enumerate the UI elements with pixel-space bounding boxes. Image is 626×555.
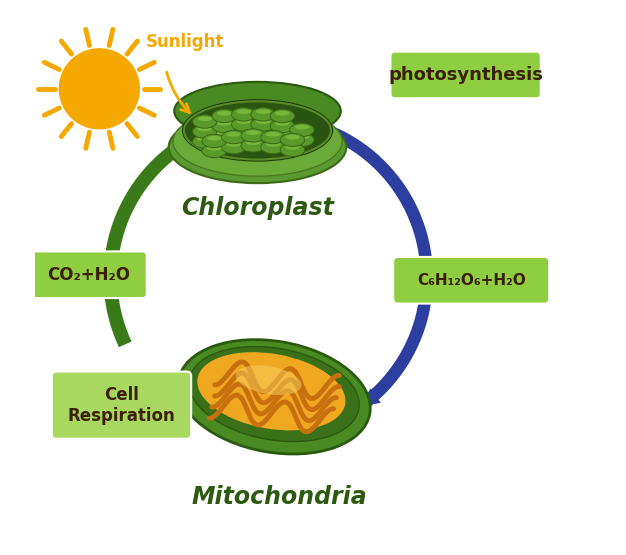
Ellipse shape	[290, 123, 314, 137]
Ellipse shape	[236, 119, 251, 124]
Ellipse shape	[270, 119, 295, 133]
Ellipse shape	[197, 127, 212, 131]
Ellipse shape	[193, 125, 217, 138]
Ellipse shape	[261, 140, 285, 154]
Ellipse shape	[270, 129, 295, 143]
Ellipse shape	[251, 108, 275, 121]
Ellipse shape	[256, 129, 270, 134]
Text: Cell
Respiration: Cell Respiration	[68, 386, 175, 425]
Ellipse shape	[285, 135, 300, 139]
Ellipse shape	[197, 352, 346, 430]
FancyBboxPatch shape	[393, 257, 549, 304]
Text: photosynthesis: photosynthesis	[388, 66, 543, 84]
Circle shape	[59, 49, 139, 129]
Ellipse shape	[217, 121, 232, 125]
Ellipse shape	[183, 100, 332, 161]
Ellipse shape	[280, 143, 305, 157]
Ellipse shape	[227, 142, 241, 147]
Ellipse shape	[251, 128, 275, 141]
Ellipse shape	[207, 136, 222, 140]
Ellipse shape	[256, 109, 270, 114]
Ellipse shape	[236, 365, 302, 395]
Ellipse shape	[202, 134, 227, 148]
Ellipse shape	[232, 108, 256, 121]
Text: Mitochondria: Mitochondria	[192, 485, 367, 509]
Ellipse shape	[173, 107, 342, 176]
Ellipse shape	[212, 119, 237, 133]
Ellipse shape	[222, 140, 246, 154]
FancyBboxPatch shape	[52, 372, 191, 438]
Ellipse shape	[275, 131, 290, 135]
Ellipse shape	[193, 115, 217, 128]
Ellipse shape	[285, 145, 300, 149]
Ellipse shape	[241, 139, 265, 152]
Ellipse shape	[174, 82, 341, 140]
FancyBboxPatch shape	[391, 52, 541, 98]
Ellipse shape	[212, 109, 237, 123]
Ellipse shape	[236, 109, 251, 114]
Ellipse shape	[232, 118, 256, 131]
Text: CO₂+H₂O: CO₂+H₂O	[47, 266, 130, 284]
Ellipse shape	[275, 121, 290, 125]
Ellipse shape	[246, 140, 260, 145]
Ellipse shape	[241, 129, 265, 142]
Ellipse shape	[222, 130, 246, 144]
Ellipse shape	[265, 132, 280, 137]
Ellipse shape	[265, 142, 280, 147]
Ellipse shape	[202, 144, 227, 158]
Ellipse shape	[275, 111, 290, 115]
FancyBboxPatch shape	[29, 251, 146, 298]
Ellipse shape	[227, 132, 241, 137]
Ellipse shape	[232, 128, 256, 141]
Ellipse shape	[280, 133, 305, 147]
Ellipse shape	[261, 130, 285, 144]
Ellipse shape	[207, 146, 222, 150]
Ellipse shape	[295, 135, 309, 139]
Ellipse shape	[178, 340, 371, 454]
Ellipse shape	[193, 135, 217, 148]
Ellipse shape	[189, 346, 359, 442]
Ellipse shape	[251, 118, 275, 131]
Ellipse shape	[270, 109, 295, 123]
Ellipse shape	[197, 137, 212, 141]
Text: Sunlight: Sunlight	[146, 33, 225, 51]
Ellipse shape	[295, 125, 309, 129]
Ellipse shape	[256, 119, 270, 124]
Ellipse shape	[236, 129, 251, 134]
Ellipse shape	[197, 117, 212, 121]
Ellipse shape	[212, 129, 237, 143]
Ellipse shape	[246, 130, 260, 135]
Ellipse shape	[168, 111, 346, 183]
Text: Chloroplast: Chloroplast	[181, 196, 334, 220]
Text: C₆H₁₂O₆+H₂O: C₆H₁₂O₆+H₂O	[417, 273, 526, 288]
Ellipse shape	[290, 133, 314, 147]
Ellipse shape	[217, 111, 232, 115]
Ellipse shape	[217, 131, 232, 135]
